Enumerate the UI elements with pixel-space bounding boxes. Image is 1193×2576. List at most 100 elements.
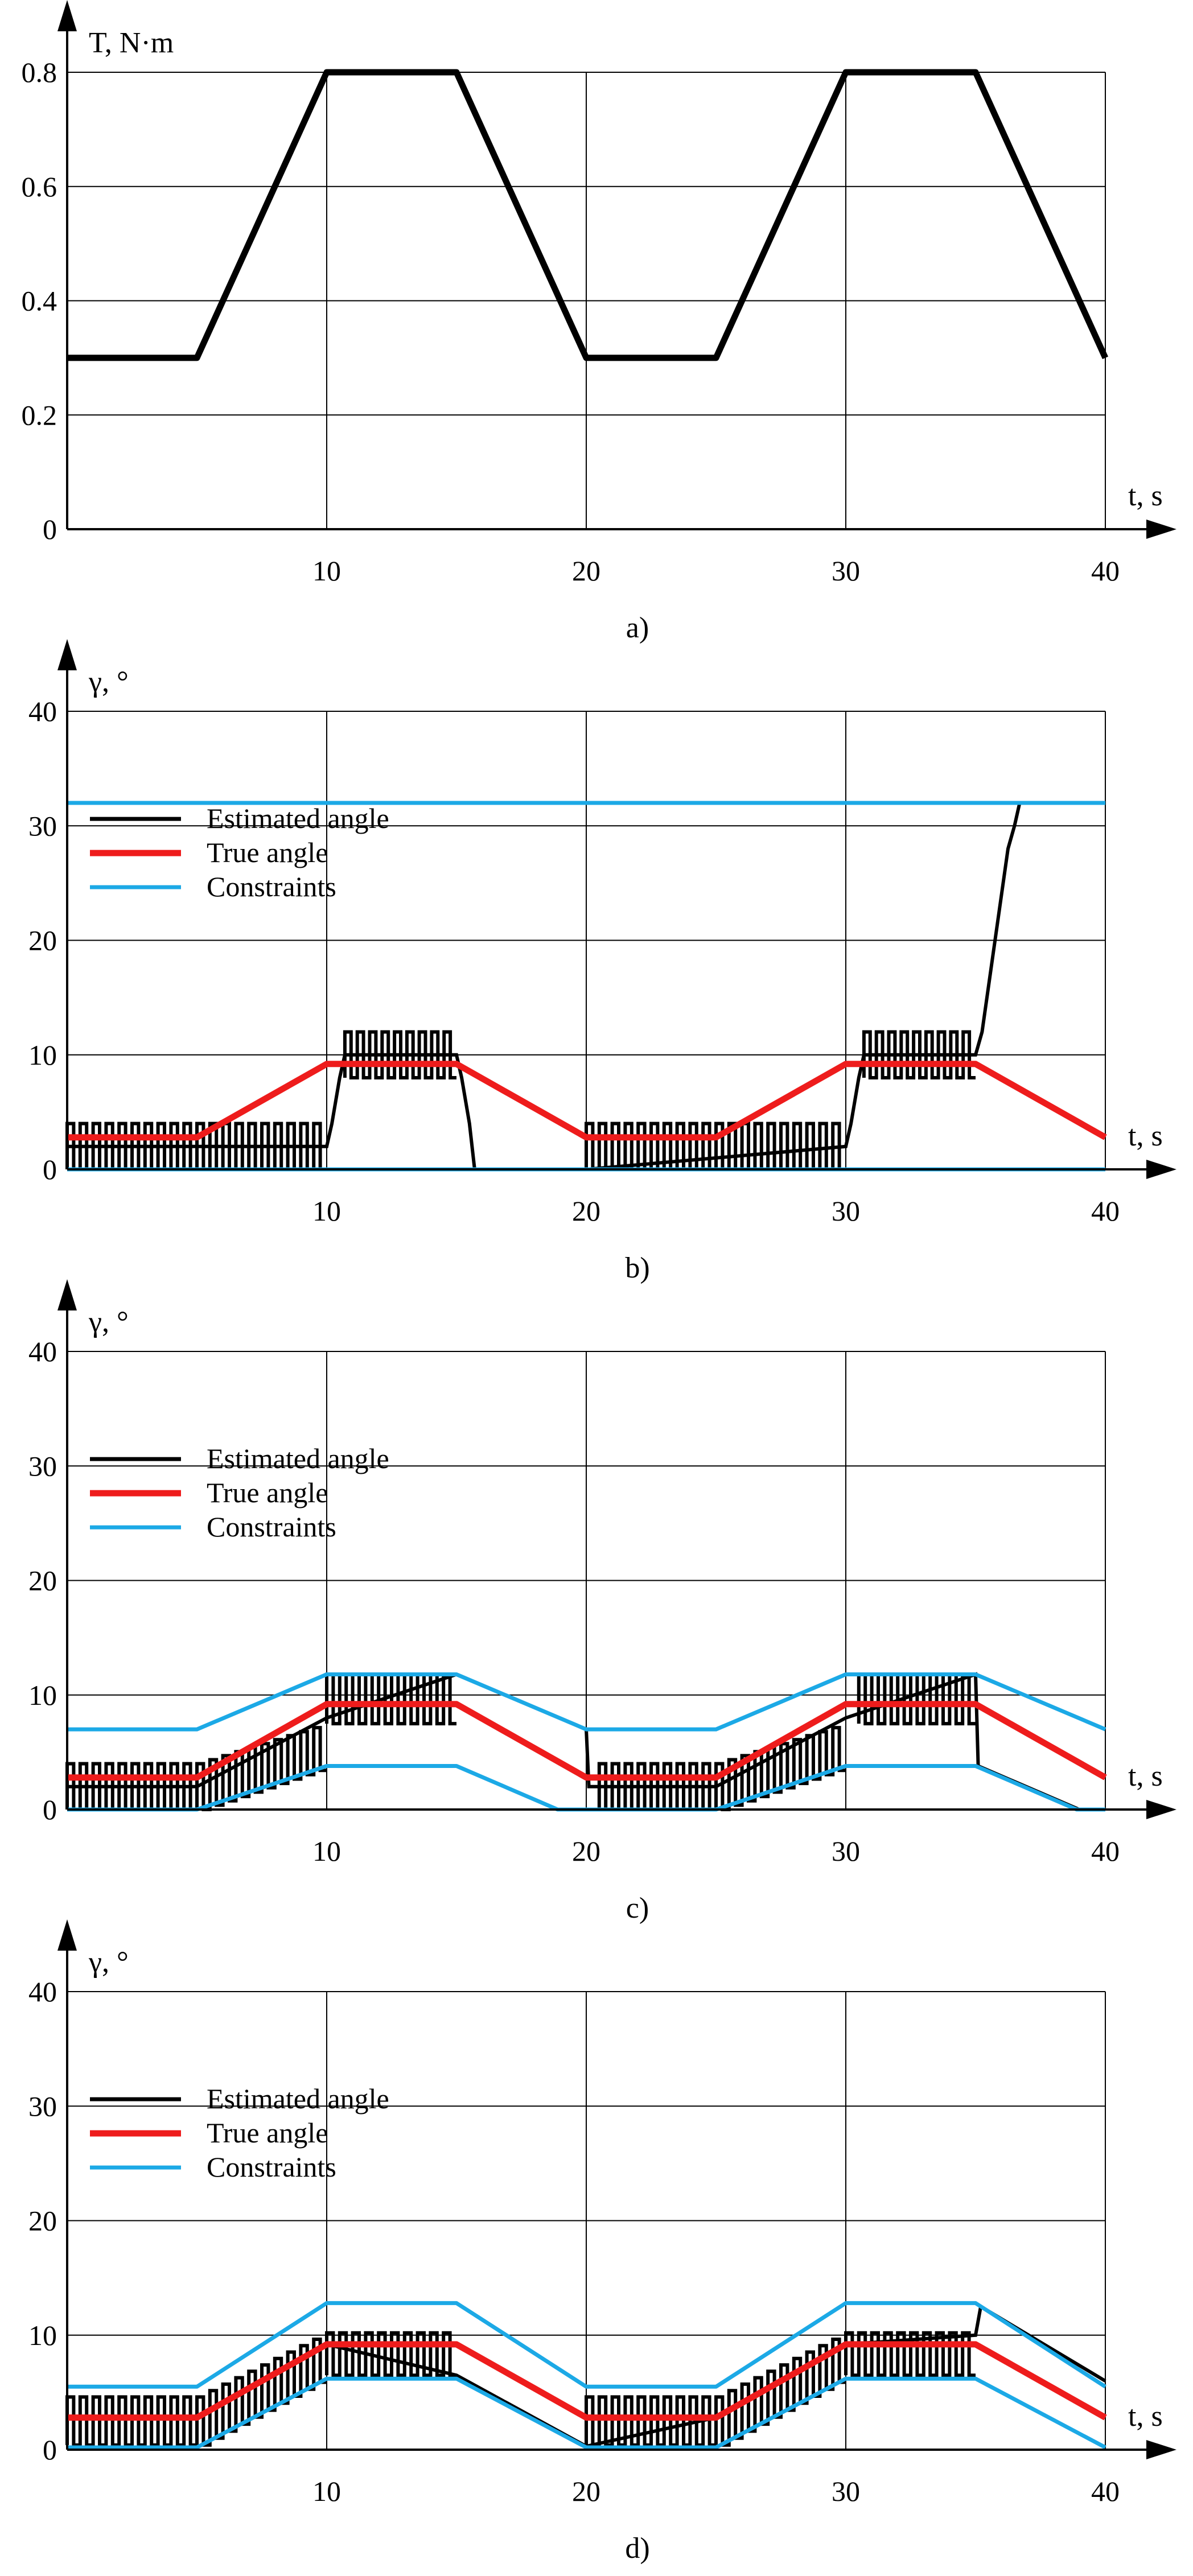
chart-panel-d: 0 10 20 30 40 10 20 30 40 γ, ° t, s d) Estimated ang…: [28, 1919, 1176, 2565]
series-estimated-angle-dither-1: [195, 1726, 327, 1811]
series-constraints: [67, 2376, 1106, 2450]
y-axis-title: T, N·m: [89, 27, 174, 59]
series-estimated-angle-dither-2: [325, 1672, 456, 1726]
axes: [57, 1279, 1176, 1819]
grid: [67, 711, 1106, 1169]
x-axis-arrow: [1146, 1160, 1176, 1179]
y-tick-label: 10: [28, 2319, 57, 2351]
x-tick-label: 10: [312, 2475, 341, 2507]
panel-caption: b): [625, 1252, 649, 1284]
y-tick-label: 20: [28, 925, 57, 957]
x-tick-label: 20: [572, 2475, 600, 2507]
series-constraints: [67, 1672, 1106, 1732]
x-tick-label: 10: [312, 1195, 341, 1227]
x-tick-label: 40: [1091, 2475, 1120, 2507]
series-true-angle: [67, 1701, 1107, 1781]
y-axis-title: γ, °: [88, 1946, 129, 1979]
x-tick-label: 20: [572, 1195, 600, 1227]
legend-label: Constraints: [207, 871, 336, 902]
y-tick-label: 30: [28, 1450, 57, 1482]
y-tick-label: 40: [28, 1976, 57, 2008]
series-estimated-angle-dither-0: [65, 1122, 327, 1171]
y-axis-arrow: [57, 1919, 77, 1951]
x-axis-title: t, s: [1128, 480, 1163, 512]
y-tick-label: 20: [28, 2205, 57, 2237]
y-tick-label: 10: [28, 1039, 57, 1071]
legend-label: Estimated angle: [207, 2083, 389, 2115]
tick-labels: 0 10 20 30 40 10 20 30 40: [28, 1336, 1120, 1867]
axes: [57, 1919, 1176, 2459]
y-tick-label: 10: [28, 1679, 57, 1711]
x-axis-arrow: [1146, 1800, 1176, 1819]
x-tick-label: 30: [832, 555, 860, 587]
y-axis-title: γ, °: [88, 1306, 129, 1338]
x-axis-arrow: [1146, 2440, 1176, 2459]
series-estimated-angle-dither-4: [714, 1726, 846, 1811]
y-tick-label: 0: [43, 1153, 57, 1185]
legend-label: Constraints: [207, 1511, 336, 1543]
y-axis-arrow: [57, 1279, 77, 1310]
series-estimated-angle-dither-3: [585, 2395, 716, 2447]
y-tick-label: 30: [28, 810, 57, 842]
chart-panel-a: 0 0.2 0.4 0.6 0.8 10 20 30 40 T, N·m t, s a): [22, 0, 1176, 644]
x-tick-label: 30: [832, 1195, 860, 1227]
series-true-angle: [67, 2341, 1107, 2421]
x-tick-label: 40: [1091, 1835, 1120, 1867]
y-tick-label: 0: [43, 1794, 57, 1825]
axes: [57, 639, 1176, 1179]
panel-caption: a): [626, 612, 649, 644]
series-estimated-angle-dither-3: [597, 1762, 716, 1811]
tick-labels: 0 10 20 30 40 10 20 30 40: [28, 695, 1120, 1227]
y-tick-label: 0.2: [22, 399, 57, 431]
x-tick-label: 10: [312, 555, 341, 587]
y-axis-arrow: [57, 639, 77, 670]
series-group: [65, 2301, 1107, 2450]
y-tick-label: 40: [28, 1336, 57, 1367]
series-estimated-angle-dither-2: [585, 1122, 846, 1171]
tick-labels: 0 10 20 30 40 10 20 30 40: [28, 1976, 1120, 2507]
x-tick-label: 30: [832, 1835, 860, 1867]
x-axis-title: t, s: [1128, 2400, 1163, 2433]
series-estimated-angle-dither-1: [343, 1030, 456, 1079]
series-estimated-angle-dither-2: [325, 2331, 456, 2377]
legend-label: True angle: [207, 1477, 328, 1508]
x-tick-label: 40: [1091, 555, 1120, 587]
chart-panel-c: 0 10 20 30 40 10 20 30 40 γ, ° t, s c) Estimated ang…: [28, 1279, 1176, 1924]
y-axis-arrow: [57, 0, 77, 31]
y-axis-title: γ, °: [88, 666, 129, 698]
series-true-angle: [67, 1061, 1107, 1141]
series-estimated-angle-dither-0: [65, 2395, 197, 2447]
series-estimated-angle-dither-3: [862, 1030, 976, 1079]
legend-label: True angle: [207, 836, 328, 868]
y-tick-label: 0.6: [22, 171, 57, 203]
x-tick-label: 40: [1091, 1195, 1120, 1227]
series-estimated-angle-dither-5: [844, 2331, 976, 2377]
series-constraints: [67, 2301, 1106, 2389]
x-tick-label: 30: [832, 2475, 860, 2507]
y-tick-label: 40: [28, 695, 57, 727]
panel-caption: d): [625, 2532, 649, 2565]
y-tick-label: 0.8: [22, 56, 57, 88]
y-tick-label: 0.4: [22, 285, 57, 317]
y-tick-label: 20: [28, 1565, 57, 1597]
y-tick-label: 0: [43, 2434, 57, 2466]
series-estimated-angle-dither-0: [65, 1762, 197, 1811]
series-group: [67, 69, 1109, 361]
x-tick-label: 20: [572, 555, 600, 587]
axes: [57, 0, 1176, 539]
legend-label: Estimated angle: [207, 1442, 389, 1474]
chart-panel-b: 0 10 20 30 40 10 20 30 40 γ, ° t, s b) Estimated ang…: [28, 639, 1176, 1284]
legend-label: True angle: [207, 2117, 328, 2149]
legend-label: Estimated angle: [207, 802, 389, 834]
grid: [67, 1991, 1106, 2450]
x-axis-title: t, s: [1128, 1120, 1163, 1152]
x-axis-title: t, s: [1128, 1760, 1163, 1792]
tick-labels: 0 0.2 0.4 0.6 0.8 10 20 30 40: [22, 56, 1120, 587]
y-tick-label: 30: [28, 2090, 57, 2122]
legend-label: Constraints: [207, 2151, 336, 2183]
x-tick-label: 10: [312, 1835, 341, 1867]
